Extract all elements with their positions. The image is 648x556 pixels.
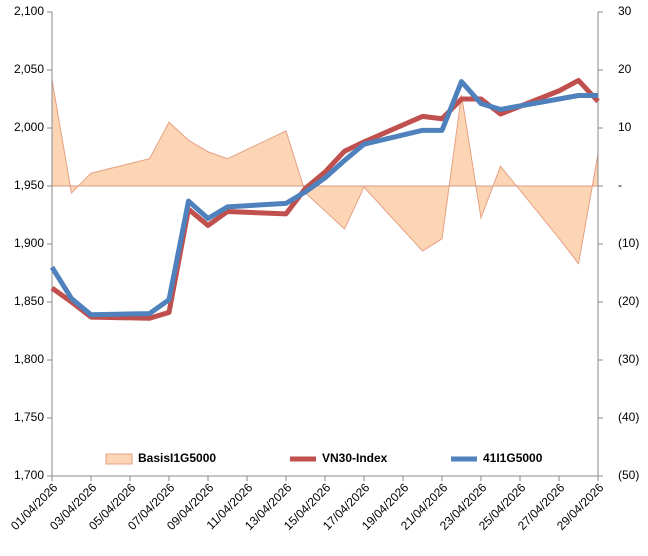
y2-tick-label: (10) bbox=[618, 236, 639, 250]
y-tick-label: 1,900 bbox=[14, 236, 44, 250]
y-tick-label: 1,850 bbox=[14, 294, 44, 308]
y2-tick-label: - bbox=[618, 178, 622, 192]
legend-label: 41I1G5000 bbox=[483, 451, 543, 465]
line bbox=[49, 79, 598, 318]
legend-swatch bbox=[105, 453, 133, 465]
y2-tick-label: 20 bbox=[618, 62, 632, 76]
y-tick-label: 1,950 bbox=[14, 178, 44, 192]
y-tick-label: 2,000 bbox=[14, 120, 44, 134]
y2-tick-label: 30 bbox=[618, 4, 632, 18]
y2-tick-label: (40) bbox=[618, 410, 639, 424]
legend: BasisI1G5000 VN30-Index 41I1G5000 bbox=[105, 451, 543, 465]
y2-tick-label: (20) bbox=[618, 294, 639, 308]
y-tick-label: 2,050 bbox=[14, 62, 44, 76]
y-tick-label: 1,800 bbox=[14, 352, 44, 366]
y-tick-label: 1,700 bbox=[14, 468, 44, 482]
legend-label: VN30-Index bbox=[322, 451, 388, 465]
y2-tick-label: 10 bbox=[618, 120, 632, 134]
legend-label: BasisI1G5000 bbox=[138, 451, 216, 465]
area bbox=[51, 79, 599, 265]
y2-tick-label: (50) bbox=[618, 468, 639, 482]
y-tick-label: 2,100 bbox=[14, 4, 44, 18]
y2-tick-label: (30) bbox=[618, 352, 639, 366]
y-tick-label: 1,750 bbox=[14, 410, 44, 424]
